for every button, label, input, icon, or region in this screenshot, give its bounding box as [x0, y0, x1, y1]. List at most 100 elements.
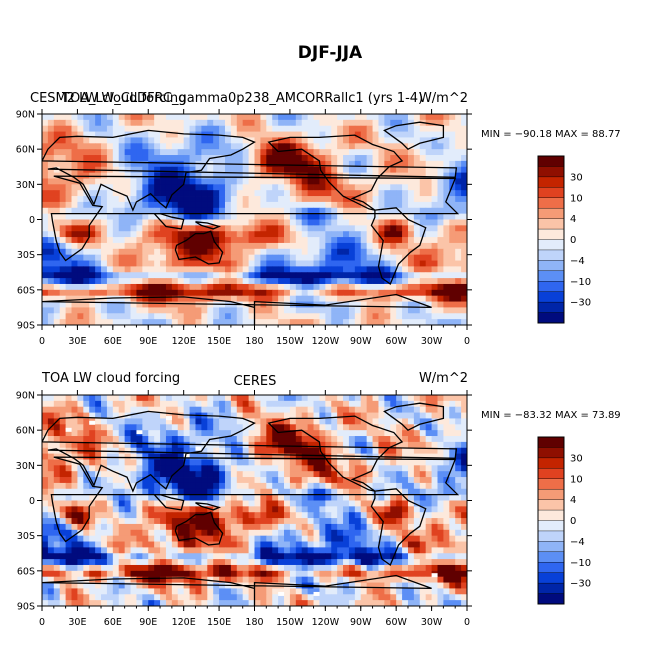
heatmap-cell [348, 523, 356, 531]
heatmap-cell [325, 465, 332, 472]
heatmap-cell [59, 301, 67, 308]
heatmap-cell [325, 155, 332, 162]
heatmap-cell [53, 412, 61, 419]
heatmap-cell [354, 289, 362, 297]
heatmap-cell [101, 248, 108, 256]
heatmap-cell [402, 412, 409, 419]
heatmap-cell [171, 541, 179, 548]
heatmap-cell [378, 131, 385, 138]
heatmap-cell [455, 213, 462, 220]
heatmap-cell [242, 430, 249, 437]
heatmap-cell [248, 237, 255, 244]
heatmap-cell [266, 512, 273, 519]
heatmap-cell [171, 295, 179, 302]
heatmap-cell [83, 500, 90, 507]
heatmap-cell [295, 289, 303, 297]
heatmap-cell [461, 547, 467, 554]
heatmap-cell [236, 190, 244, 197]
heatmap-cell [207, 395, 214, 402]
heatmap-cell [148, 242, 155, 250]
heatmap-cell [130, 131, 137, 138]
heatmap-cell [171, 529, 179, 537]
heatmap-cell [154, 166, 161, 174]
heatmap-cell [136, 242, 143, 250]
heatmap-cell [337, 465, 344, 472]
heatmap-cell [248, 488, 255, 496]
heatmap-cell [360, 447, 368, 455]
heatmap-cell [319, 465, 326, 472]
heatmap-cell [295, 436, 303, 443]
heatmap-cell [154, 559, 161, 566]
heatmap-cell [455, 395, 462, 402]
heatmap-cell [165, 160, 173, 168]
heatmap-cell [77, 424, 84, 431]
heatmap-cell [112, 559, 120, 566]
heatmap-cell [307, 453, 314, 460]
panel-2-left-title: TOA LW cloud forcing [41, 371, 180, 386]
heatmap-cell [431, 559, 438, 566]
heatmap-cell [461, 196, 467, 203]
heatmap-cell [313, 447, 320, 455]
heatmap-cell [366, 219, 373, 226]
heatmap-cell [112, 576, 120, 583]
heatmap-cell [189, 523, 196, 531]
heatmap-cell [325, 570, 332, 578]
heatmap-cell [372, 395, 379, 402]
heatmap-cell [213, 518, 220, 525]
heatmap-cell [230, 506, 238, 513]
heatmap-cell [295, 248, 303, 256]
heatmap-cell [390, 424, 397, 431]
heatmap-cell [260, 319, 267, 325]
heatmap-cell [343, 114, 350, 121]
heatmap-cell [154, 564, 161, 572]
heatmap-cell [77, 529, 84, 537]
heatmap-cell [384, 114, 391, 121]
heatmap-cell [101, 564, 108, 572]
heatmap-cell [266, 412, 273, 419]
heatmap-cell [207, 564, 214, 572]
heatmap-cell [266, 166, 273, 174]
heatmap-cell [118, 278, 126, 285]
heatmap-cell [402, 114, 409, 121]
heatmap-cell [449, 190, 456, 197]
heatmap-cell [148, 201, 155, 209]
heatmap-cell [437, 570, 444, 578]
heatmap-cell [136, 143, 143, 150]
heatmap-cell [53, 500, 61, 507]
heatmap-cell [248, 313, 255, 320]
heatmap-cell [396, 248, 403, 256]
heatmap-cell [325, 564, 332, 572]
heatmap-cell [59, 512, 67, 519]
heatmap-cell [331, 149, 338, 156]
heatmap-cell [461, 254, 467, 261]
heatmap-cell [431, 278, 438, 285]
heatmap-cell [124, 547, 131, 554]
heatmap-cell [136, 207, 143, 215]
heatmap-cell [402, 272, 409, 279]
heatmap-cell [77, 278, 84, 285]
heatmap-cell [47, 523, 55, 531]
heatmap-cell [177, 313, 185, 320]
heatmap-cell [301, 160, 309, 168]
heatmap-cell [242, 553, 249, 560]
heatmap-cell [366, 248, 373, 256]
heatmap-cell [337, 184, 344, 191]
heatmap-cell [201, 424, 208, 431]
heatmap-cell [378, 482, 385, 490]
heatmap-cell [106, 248, 114, 256]
heatmap-cell [413, 307, 421, 314]
heatmap-cell [319, 237, 326, 244]
heatmap-cell [313, 237, 320, 244]
heatmap-cell [195, 523, 202, 531]
heatmap-cell [278, 453, 285, 460]
heatmap-cell [295, 242, 303, 250]
heatmap-cell [171, 570, 179, 578]
heatmap-cell [266, 119, 273, 127]
heatmap-cell [101, 553, 108, 560]
heatmap-cell [307, 459, 314, 466]
heatmap-cell [413, 301, 421, 308]
heatmap-cell [130, 231, 137, 238]
heatmap-cell [289, 131, 297, 138]
heatmap-cell [171, 406, 179, 413]
heatmap-cell [419, 529, 427, 537]
